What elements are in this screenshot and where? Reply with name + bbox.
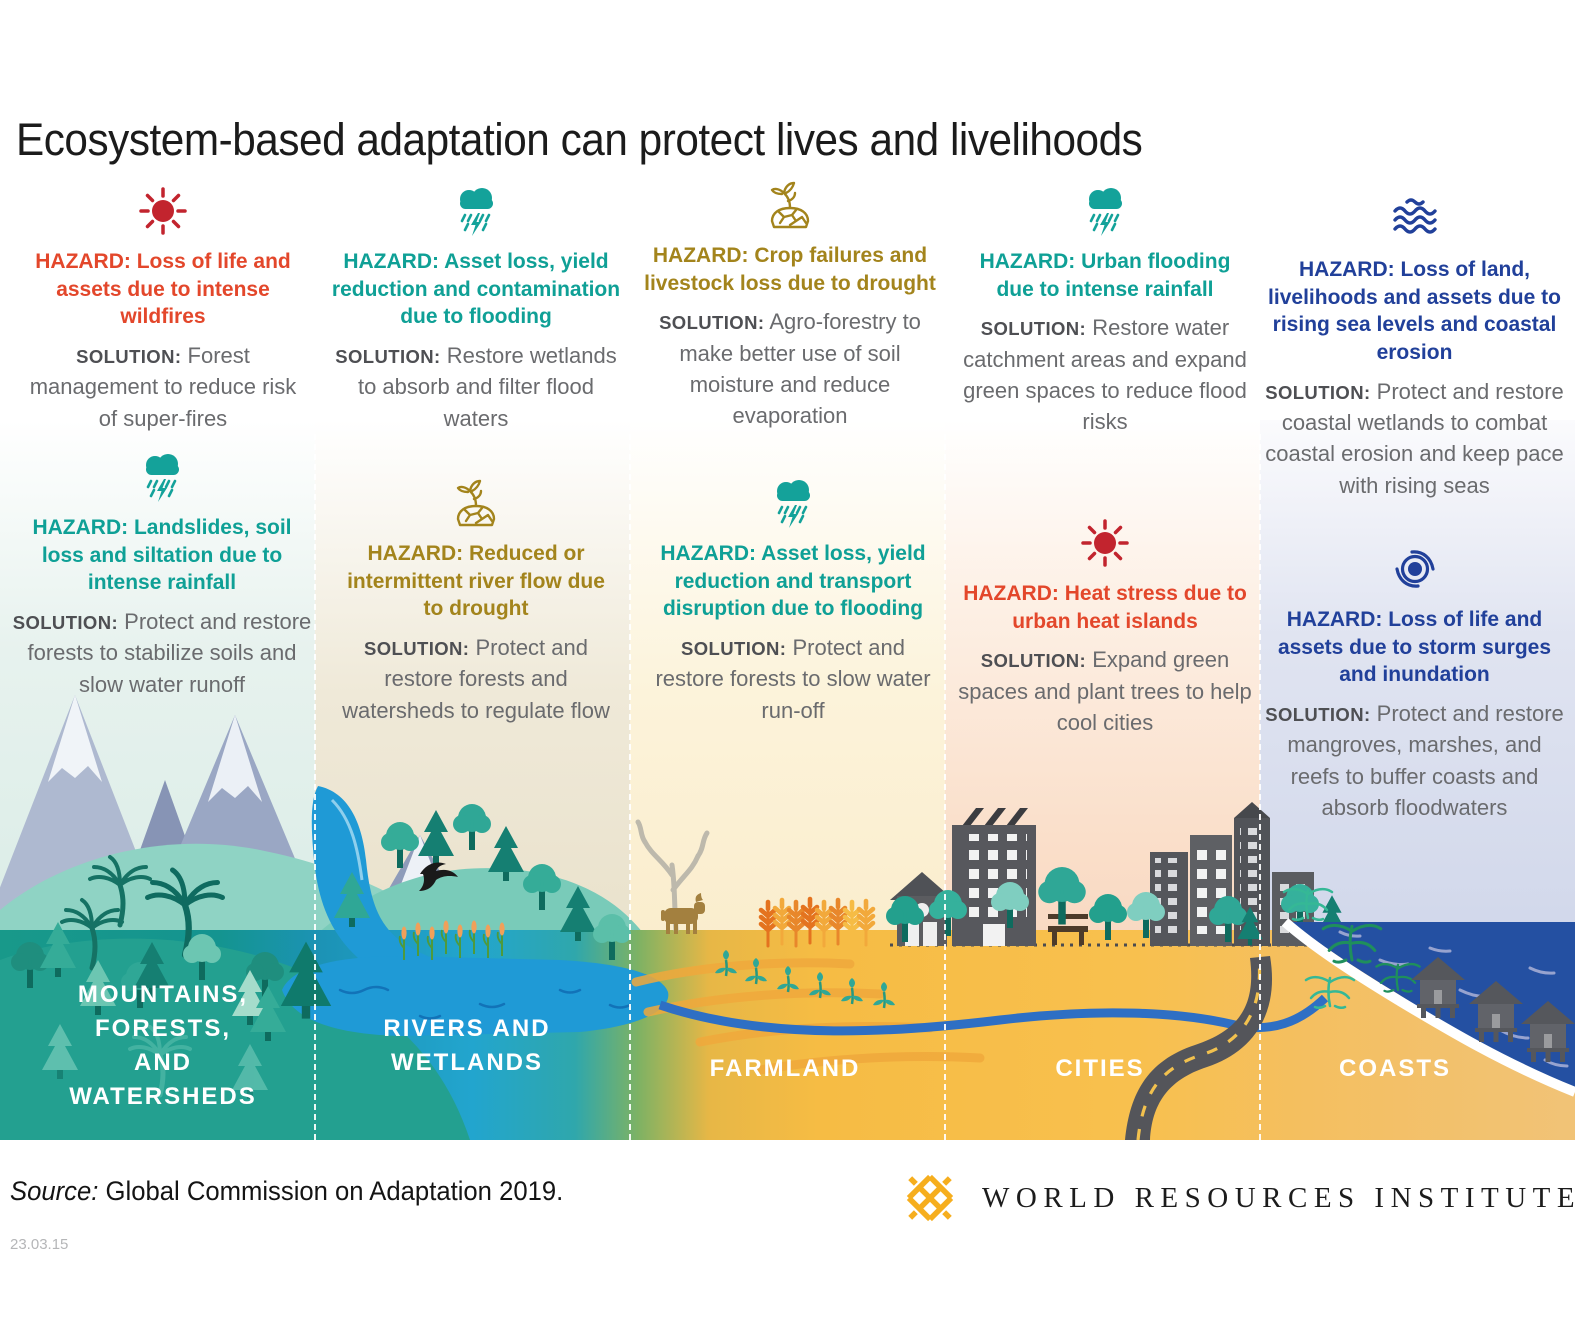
solution-text: SOLUTION: Expand green spaces and plant … (958, 647, 1252, 735)
solution-text: SOLUTION: Protect and restore mangroves,… (1265, 701, 1564, 820)
storm-rain-icon (960, 182, 1250, 240)
hazard-text: HAZARD: Loss of life and assets due to i… (35, 250, 291, 329)
hazard-text: HAZARD: Heat stress due to urban heat is… (963, 582, 1247, 633)
pond (282, 956, 669, 1036)
solution-text: SOLUTION: Forest management to reduce ri… (29, 343, 297, 431)
tall-building (952, 808, 1036, 946)
category-label-mountains: MOUNTAINS, FORESTS, AND WATERSHEDS (69, 981, 257, 1111)
card-wildfires: HAZARD: Loss of life and assets due to i… (22, 182, 304, 434)
page-title: Ecosystem-based adaptation can protect l… (16, 114, 1143, 166)
hazard-text: HAZARD: Reduced or intermittent river fl… (347, 542, 605, 621)
drought-icon (640, 176, 940, 234)
heat-sun-icon (955, 514, 1255, 572)
hazard-text: HAZARD: Asset loss, yield reduction and … (331, 250, 621, 329)
hazard-text: HAZARD: Crop failures and livestock loss… (644, 244, 936, 295)
wildfire-sun-icon (22, 182, 304, 240)
card-crop-failure: HAZARD: Crop failures and livestock loss… (640, 176, 940, 431)
column-divider (1259, 434, 1261, 1140)
card-transport-disruption: HAZARD: Asset loss, yield reduction and … (650, 474, 936, 726)
source-citation: Source: Global Commission on Adaptation … (10, 1176, 564, 1206)
solution-text: SOLUTION: Protect and restore coastal we… (1265, 378, 1564, 498)
river (658, 994, 1329, 1036)
bird (419, 862, 458, 891)
source-label: Source: (10, 1176, 99, 1206)
wri-logo-mark (906, 1174, 954, 1222)
solution-text: SOLUTION: Agro-forestry to make better u… (659, 309, 921, 429)
wri-logo-text: WORLD RESOURCES INSTITUTE (982, 1181, 1575, 1214)
category-label-farmland: FARMLAND (709, 1055, 861, 1082)
waterfall (311, 786, 492, 1008)
card-flood-contamination: HAZARD: Asset loss, yield reduction and … (330, 182, 622, 434)
card-urban-flooding: HAZARD: Urban flooding due to intense ra… (960, 182, 1250, 437)
storm-rain-icon (330, 182, 622, 240)
wri-logo: WORLD RESOURCES INSTITUTE (898, 1164, 1575, 1232)
solution-text: SOLUTION: Restore water catchment areas … (963, 315, 1247, 435)
bench (1048, 914, 1088, 945)
card-storm-surge: HAZARD: Loss of life and assets due to s… (1262, 540, 1567, 823)
hazard-text: HAZARD: Landslides, soil loss and siltat… (32, 516, 292, 595)
card-sea-level-rise: HAZARD: Loss of land, livelihoods and as… (1262, 190, 1567, 501)
road (1125, 956, 1273, 1140)
hazard-text: HAZARD: Loss of land, livelihoods and as… (1268, 258, 1561, 365)
hazard-text: HAZARD: Urban flooding due to intense ra… (979, 250, 1231, 301)
hazard-text: HAZARD: Loss of life and assets due to s… (1277, 608, 1552, 687)
column-divider (629, 434, 631, 1140)
storm-rain-icon (650, 474, 936, 532)
category-label-coasts: COASTS (1338, 1055, 1451, 1082)
column-divider (314, 434, 316, 1140)
coast (1281, 887, 1575, 1097)
cow (661, 893, 705, 934)
solution-text: SOLUTION: Protect and restore forests an… (342, 635, 610, 723)
shore-foam (1281, 918, 1575, 1097)
card-river-flow: HAZARD: Reduced or intermittent river fl… (335, 474, 617, 726)
date-code: 23.03.15 (10, 1236, 69, 1253)
sea-waves-icon (1262, 190, 1567, 248)
solution-text: SOLUTION: Restore wetlands to absorb and… (335, 343, 617, 431)
solution-text: SOLUTION: Protect and restore forests to… (655, 635, 931, 723)
forest-hill-front (0, 938, 470, 1140)
storm-rain-icon (12, 448, 312, 506)
card-landslides: HAZARD: Landslides, soil loss and siltat… (12, 448, 312, 700)
drought-icon (335, 474, 617, 532)
landscape-illustration (0, 695, 1575, 1140)
category-label-rivers: RIVERS AND WETLANDS (383, 1015, 551, 1077)
column-divider (944, 434, 946, 1140)
hazard-text: HAZARD: Asset loss, yield reduction and … (660, 542, 926, 621)
solution-text: SOLUTION: Protect and restore forests to… (12, 609, 312, 697)
card-heat-stress: HAZARD: Heat stress due to urban heat is… (955, 514, 1255, 738)
category-label-cities: CITIES (1055, 1055, 1145, 1082)
storm-surge-eye-icon (1262, 540, 1567, 598)
